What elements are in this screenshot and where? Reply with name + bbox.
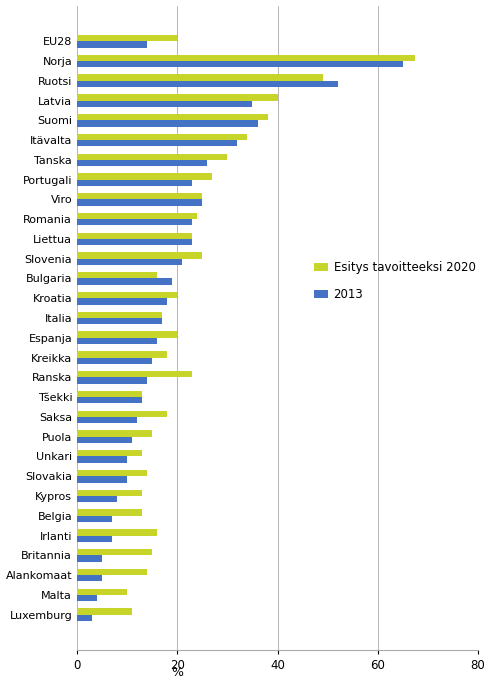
- Bar: [77, 411, 167, 417]
- Bar: [77, 153, 227, 160]
- Bar: [77, 377, 147, 384]
- Bar: [77, 430, 152, 436]
- Bar: [77, 357, 152, 364]
- Bar: [77, 456, 127, 463]
- Bar: [77, 298, 167, 305]
- Bar: [77, 239, 192, 246]
- Bar: [77, 173, 213, 179]
- Bar: [77, 233, 192, 239]
- Bar: [77, 569, 147, 575]
- Bar: [77, 160, 207, 166]
- Bar: [77, 417, 137, 424]
- Bar: [77, 292, 177, 298]
- Bar: [77, 476, 127, 483]
- Bar: [77, 371, 192, 377]
- Bar: [77, 331, 177, 338]
- Bar: [77, 94, 277, 100]
- Bar: [77, 55, 415, 61]
- Bar: [77, 140, 238, 147]
- Bar: [77, 41, 147, 48]
- Bar: [77, 555, 102, 562]
- Bar: [77, 470, 147, 476]
- Bar: [77, 35, 177, 41]
- Bar: [77, 575, 102, 582]
- Bar: [77, 199, 202, 206]
- Bar: [77, 608, 132, 614]
- Bar: [77, 436, 132, 443]
- Bar: [77, 80, 338, 87]
- Bar: [77, 450, 142, 456]
- Bar: [77, 589, 127, 595]
- Bar: [77, 219, 192, 226]
- Bar: [77, 179, 192, 186]
- Bar: [77, 114, 268, 120]
- Bar: [77, 509, 142, 516]
- Bar: [77, 516, 112, 522]
- Bar: [77, 529, 157, 535]
- Bar: [77, 391, 142, 397]
- Legend: Esitys tavoitteeksi 2020, 2013: Esitys tavoitteeksi 2020, 2013: [309, 256, 480, 306]
- Bar: [77, 120, 257, 127]
- Bar: [77, 61, 403, 68]
- Bar: [77, 272, 157, 278]
- Bar: [77, 258, 182, 265]
- Bar: [77, 490, 142, 496]
- Bar: [77, 278, 172, 285]
- Bar: [77, 351, 167, 357]
- Bar: [77, 213, 197, 219]
- X-axis label: %: %: [171, 666, 183, 679]
- Bar: [77, 252, 202, 258]
- Bar: [77, 318, 162, 325]
- Bar: [77, 100, 252, 107]
- Bar: [77, 496, 117, 503]
- Bar: [77, 549, 152, 555]
- Bar: [77, 134, 247, 140]
- Bar: [77, 193, 202, 199]
- Bar: [77, 397, 142, 404]
- Bar: [77, 338, 157, 344]
- Bar: [77, 74, 323, 80]
- Bar: [77, 595, 97, 602]
- Bar: [77, 312, 162, 318]
- Bar: [77, 614, 92, 621]
- Bar: [77, 535, 112, 542]
